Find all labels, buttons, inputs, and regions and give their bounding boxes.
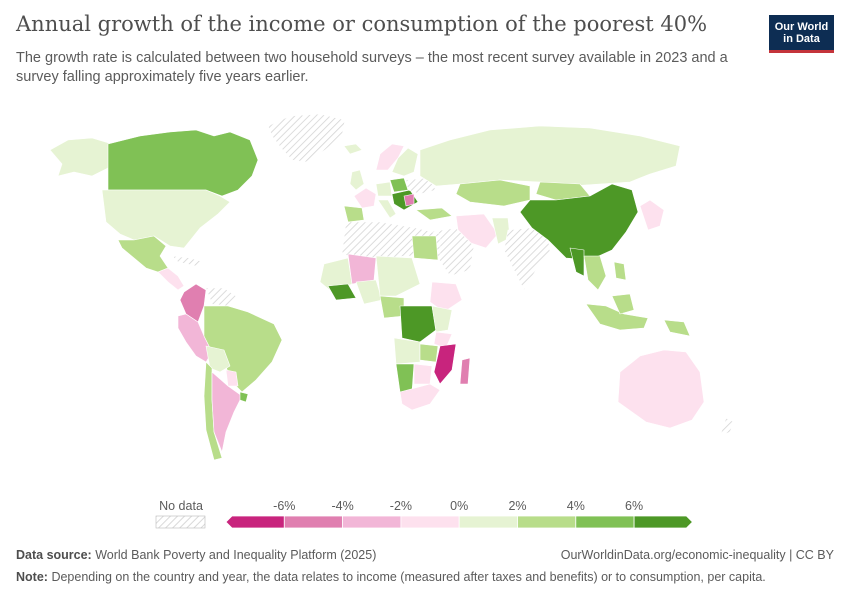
region-china[interactable] [519,183,639,261]
region-borneo[interactable] [611,293,635,315]
region-east-africa[interactable] [431,305,453,333]
source-url-link[interactable]: OurWorldinData.org/economic-inequality |… [560,548,834,562]
region-france[interactable] [353,187,377,209]
region-canada[interactable] [107,129,259,197]
region-mozambique[interactable] [433,343,457,385]
data-source: Data source: World Bank Poverty and Ineq… [16,548,376,562]
region-paraguay[interactable] [225,369,239,387]
chart-subtitle: The growth rate is calculated between tw… [16,50,728,85]
legend-bin-5[interactable] [517,515,577,529]
legend-bin-0[interactable] [225,515,285,529]
region-russia[interactable] [419,125,681,187]
region-australia[interactable] [617,349,705,429]
region-bolivia[interactable] [205,345,231,373]
legend-bin-4[interactable] [458,515,518,529]
data-source-label: Data source: [16,548,92,562]
legend-tick-label: -2% [390,499,412,513]
data-source-text: World Bank Poverty and Inequality Platfo… [95,548,377,562]
region-poland[interactable] [389,177,409,193]
region-korea-japan[interactable] [639,199,665,231]
region-india[interactable] [503,227,551,291]
region-myanmar[interactable] [569,247,585,277]
region-madagascar[interactable] [459,357,471,385]
legend-no-data-swatch [155,515,206,529]
region-angola[interactable] [393,337,421,365]
legend-bin-6[interactable] [575,515,635,529]
region-botswana[interactable] [413,363,433,385]
logo-line-1: Our World [774,20,829,33]
legend-bin-1[interactable] [283,515,343,529]
region-italy[interactable] [377,199,397,219]
region-germany[interactable] [375,181,393,197]
region-argentina[interactable] [211,371,243,453]
region-turkey[interactable] [415,207,453,221]
region-png[interactable] [663,319,691,337]
legend-no-data-label: No data [159,499,203,513]
region-se-asia[interactable] [583,255,607,291]
legend-bin-7[interactable] [633,515,693,529]
region-sweden-finland[interactable] [391,147,419,177]
region-usa[interactable] [101,189,231,249]
region-greenland[interactable] [267,113,346,163]
region-romania[interactable] [403,193,415,207]
legend-tick-label: 6% [625,499,643,513]
region-norway[interactable] [375,143,405,171]
region-chad-sudan[interactable] [375,255,421,297]
region-namibia[interactable] [395,363,415,393]
legend-tick-label: 4% [567,499,585,513]
region-new-zealand[interactable] [719,417,735,437]
region-mexico[interactable] [117,235,169,273]
region-venezuela[interactable] [205,287,237,307]
region-indonesia[interactable] [585,303,649,331]
region-iceland[interactable] [343,143,363,155]
region-uk[interactable] [349,169,365,191]
region-zambia[interactable] [419,343,439,363]
region-niger[interactable] [347,253,377,285]
legend-bin-2[interactable] [342,515,402,529]
region-drc[interactable] [399,305,437,343]
region-uruguay[interactable] [239,391,249,403]
region-kazakhstan[interactable] [455,179,531,207]
legend-tick-label: 2% [508,499,526,513]
legend-tick-label: -4% [331,499,353,513]
footnote: Note: Depending on the country and year,… [16,570,766,584]
region-alaska[interactable] [49,137,113,177]
legend-tick-label: -6% [273,499,295,513]
region-nigeria[interactable] [355,279,383,305]
world-map [49,113,735,461]
region-cuba[interactable] [171,255,205,267]
region-spain[interactable] [343,205,365,223]
region-egypt[interactable] [411,235,439,261]
note-text: Depending on the country and year, the d… [51,570,766,584]
region-ethiopia[interactable] [429,281,463,313]
legend-tick-label: 0% [450,499,468,513]
legend-bin-3[interactable] [400,515,460,529]
region-west-africa-coast[interactable] [327,283,357,301]
region-philippines[interactable] [613,261,627,281]
region-colombia[interactable] [179,283,207,323]
note-label: Note: [16,570,48,584]
logo-line-2: in Data [783,32,820,45]
owid-logo[interactable]: Our World in Data [769,15,834,53]
chart-title: Annual growth of the income or consumpti… [16,12,708,36]
region-central-america[interactable] [157,267,185,291]
region-south-africa[interactable] [399,383,441,411]
